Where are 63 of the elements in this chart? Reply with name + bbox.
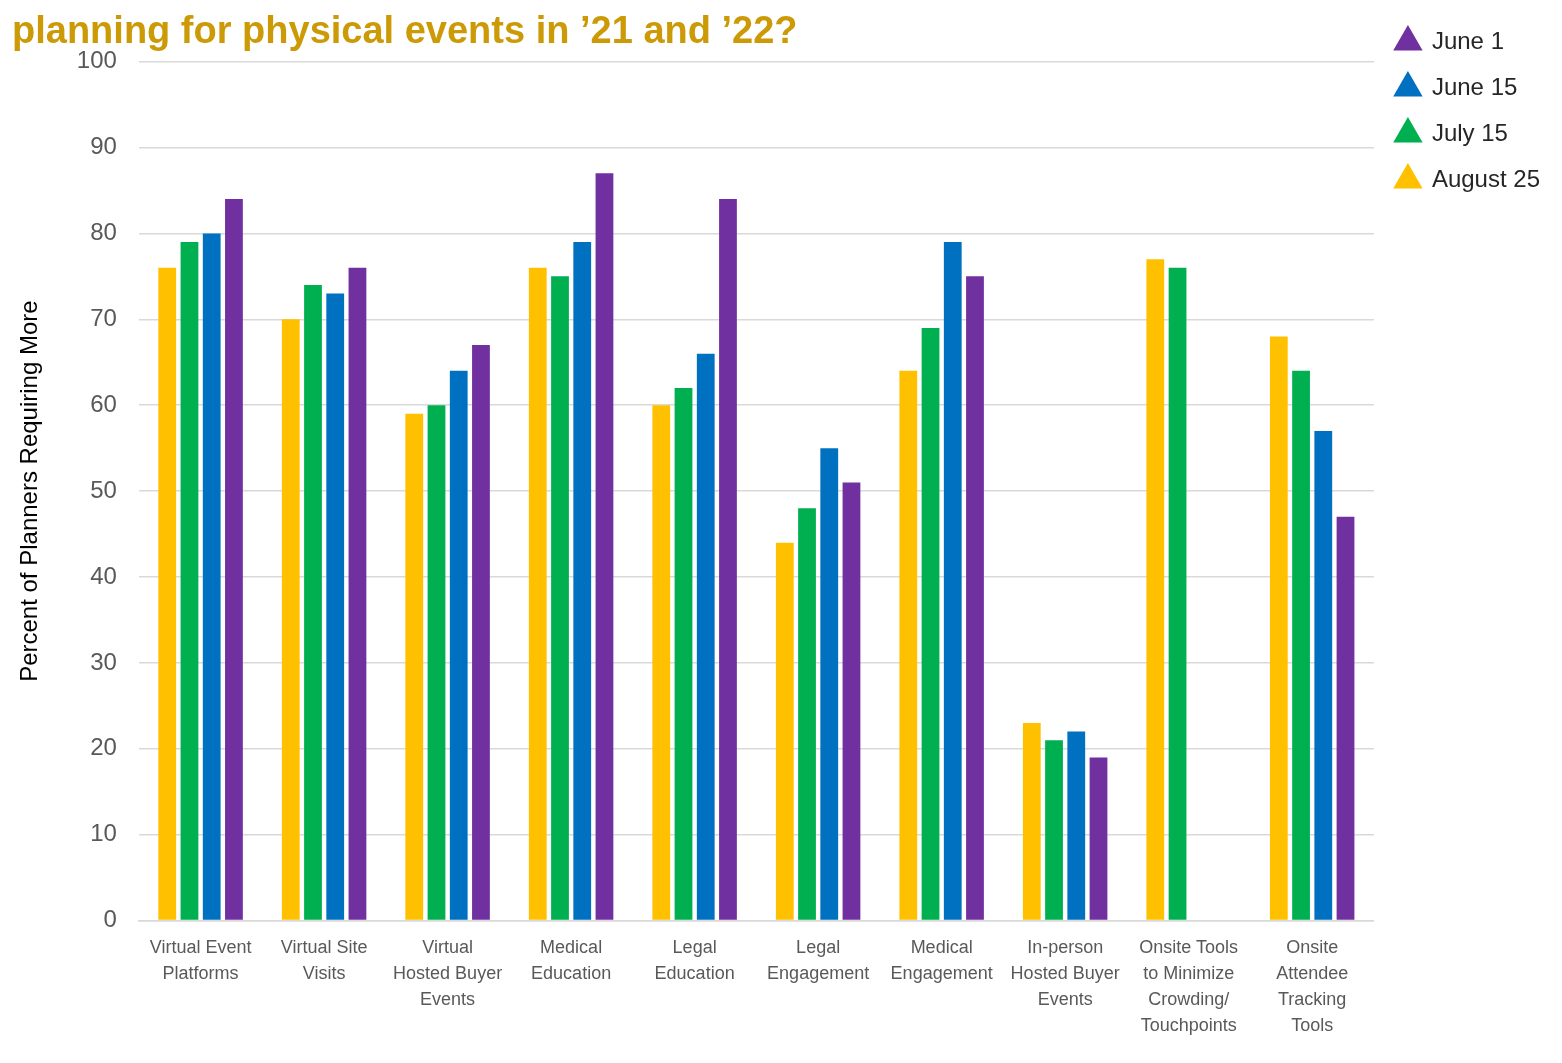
- legend-label: July 15: [1431, 118, 1508, 146]
- bar: [899, 370, 918, 920]
- bar: [1314, 430, 1333, 920]
- bar: [1022, 723, 1041, 920]
- y-tick-label: 50: [90, 475, 117, 503]
- bar: [966, 276, 984, 920]
- y-tick-label: 10: [90, 819, 117, 847]
- x-tick-label: Medical Education: [531, 936, 612, 983]
- x-tick-label: Legal Education: [654, 936, 735, 983]
- x-tick-label: Legal Engagement: [767, 936, 870, 983]
- x-tick-label: Virtual Site Visits: [280, 936, 368, 983]
- bar: [921, 327, 940, 920]
- legend-label: June 1: [1431, 26, 1504, 54]
- y-tick-label: 0: [103, 905, 117, 933]
- bar: [595, 173, 614, 920]
- bar: [158, 267, 177, 920]
- bar: [719, 199, 737, 920]
- bar: [528, 267, 547, 920]
- bar: [775, 542, 794, 920]
- bar: [943, 241, 962, 920]
- x-tick-label: Virtual Event Platforms: [149, 936, 252, 983]
- bar: [1336, 516, 1355, 920]
- y-tick-label: 40: [90, 561, 117, 589]
- x-tick-label: Medical Engagement: [890, 936, 993, 983]
- bar: [304, 284, 322, 920]
- bar: [326, 293, 345, 920]
- bar: [1045, 740, 1063, 920]
- bar: [1146, 259, 1165, 920]
- x-tick-label: Onsite Tools to Minimize Crowding/ Touchpoints: [1139, 936, 1239, 1035]
- bar: [1292, 370, 1310, 920]
- bar: [202, 233, 221, 920]
- bar: [551, 276, 569, 920]
- bar: [405, 413, 424, 920]
- bar: [696, 353, 715, 920]
- bar: [348, 267, 367, 920]
- bar: [180, 241, 199, 920]
- bar: [449, 370, 468, 920]
- bar: [225, 199, 243, 920]
- x-tick-label: Onsite Attendee Tracking Tools: [1276, 936, 1349, 1035]
- bar: [820, 448, 839, 920]
- bar: [472, 345, 490, 920]
- bar: [573, 241, 592, 920]
- y-axis-title: Percent of Planners Requiring More: [15, 300, 43, 682]
- y-tick-label: 20: [90, 733, 117, 761]
- bar: [427, 405, 446, 920]
- bar: [652, 405, 671, 920]
- y-tick-label: 70: [90, 303, 117, 331]
- legend-label: June 15: [1431, 72, 1518, 100]
- y-tick-label: 30: [90, 647, 117, 675]
- bar: [842, 482, 861, 920]
- bar: [1089, 757, 1108, 920]
- y-tick-label: 90: [90, 132, 117, 160]
- bar: [1168, 267, 1187, 920]
- y-tick-label: 80: [90, 218, 117, 246]
- bar: [798, 508, 816, 920]
- bar: [281, 319, 300, 920]
- x-tick-label: Virtual Hosted Buyer Events: [393, 936, 503, 1009]
- bar: [1269, 336, 1288, 920]
- bar: [1067, 731, 1086, 920]
- y-tick-label: 60: [90, 389, 117, 417]
- legend-label: August 25: [1431, 164, 1541, 192]
- x-tick-label: In-person Hosted Buyer Events: [1010, 936, 1120, 1009]
- bar: [674, 388, 693, 920]
